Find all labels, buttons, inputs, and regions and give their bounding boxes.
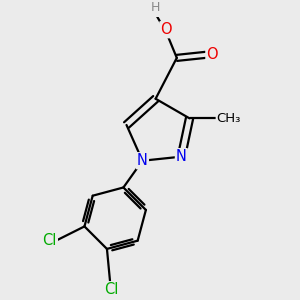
Text: H: H [151, 2, 160, 14]
Text: N: N [137, 153, 148, 168]
Text: Cl: Cl [43, 232, 57, 247]
Text: CH₃: CH₃ [217, 112, 241, 125]
Text: N: N [176, 149, 187, 164]
Text: Cl: Cl [104, 282, 119, 297]
Text: O: O [160, 22, 172, 37]
Text: O: O [206, 47, 218, 62]
